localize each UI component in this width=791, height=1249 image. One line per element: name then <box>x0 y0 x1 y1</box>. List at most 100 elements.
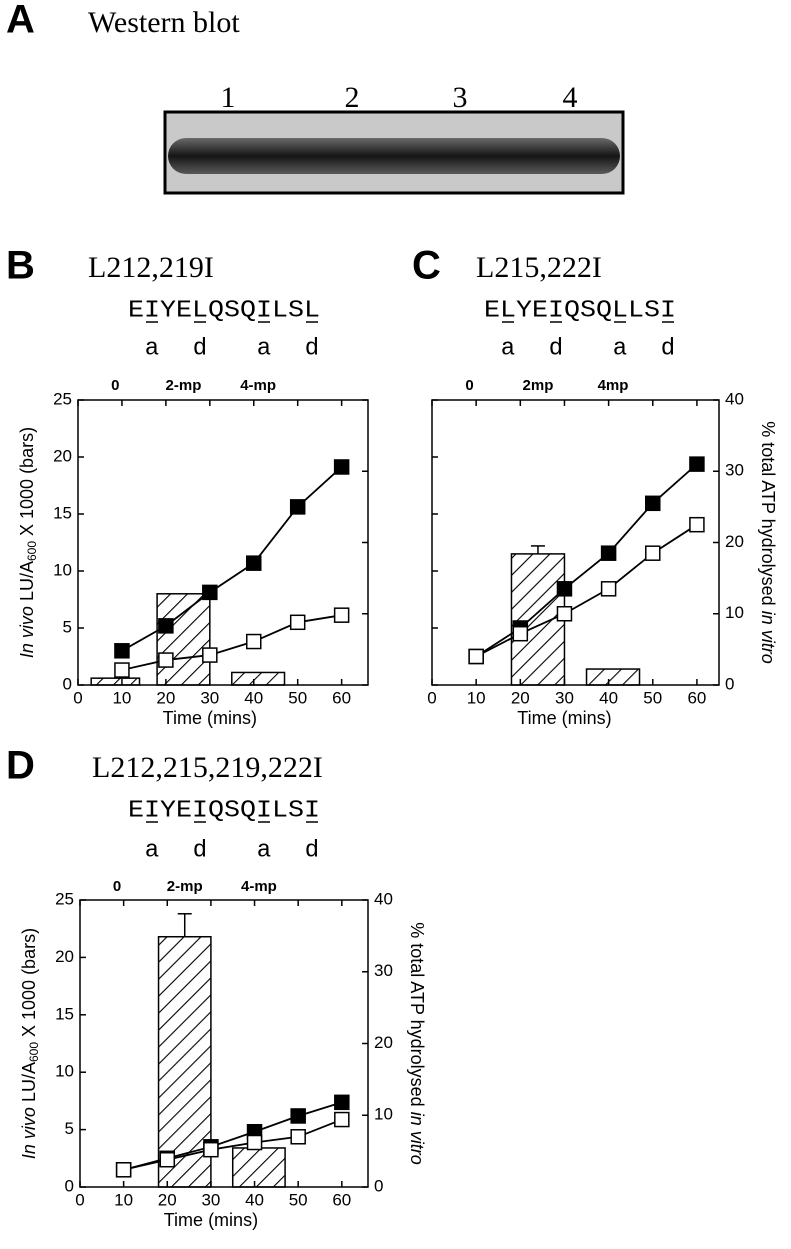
y-axis-label-italic: In vivo <box>17 606 37 658</box>
plot-frame <box>431 399 720 686</box>
phase-label: 2-mp <box>167 878 203 895</box>
y-tick-label: 25 <box>53 389 72 408</box>
panel-title: L215,222I <box>476 251 602 284</box>
phase-label: 0 <box>111 377 119 394</box>
series-marker <box>468 648 484 665</box>
sequence-part: I <box>660 297 676 324</box>
x-tick-label: 10 <box>467 688 486 707</box>
heptad-position: d <box>193 335 207 362</box>
y-axis-label-text: LU/A <box>19 1062 39 1102</box>
x-tick-label: 30 <box>555 688 574 707</box>
series-marker <box>645 495 661 512</box>
y2-tick-label: 40 <box>374 889 393 908</box>
series-marker <box>114 643 130 659</box>
heptad-position: d <box>661 335 675 362</box>
sequence-part: L <box>192 297 208 324</box>
y2-tick-label: 0 <box>725 674 734 693</box>
sequence-part: I <box>304 797 320 824</box>
y-axis-label-sub: 600 <box>27 1042 41 1062</box>
y-tick-label: 15 <box>53 503 72 522</box>
series-marker <box>290 1129 306 1145</box>
y2-axis-label-italic: in vitro <box>758 611 778 664</box>
y-tick-label: 0 <box>63 674 72 693</box>
heptad-position: a <box>145 837 159 864</box>
x-tick-label: 0 <box>427 688 436 707</box>
heptad-position: d <box>193 837 207 864</box>
heptad-position: a <box>257 335 271 362</box>
x-tick-label: 50 <box>643 688 662 707</box>
sequence-part: I <box>256 797 272 824</box>
phase-label: 0 <box>465 377 473 394</box>
x-tick-label: 60 <box>332 688 351 707</box>
series-marker <box>290 1108 306 1124</box>
x-tick-label: 10 <box>112 688 131 707</box>
x-tick-label: 50 <box>289 1190 308 1209</box>
series-marker <box>334 1111 350 1128</box>
x-tick-label: 40 <box>244 688 263 707</box>
phase-label: 4mp <box>598 377 629 394</box>
x-tick-label: 60 <box>332 1190 351 1209</box>
x-axis-label: Time (mins) <box>517 708 611 728</box>
y-axis-label: In vivo LU/A600 X 1000 (bars) <box>19 928 41 1159</box>
sequence-part: E <box>128 297 144 324</box>
panel-letter: D <box>6 744 35 788</box>
series-marker <box>246 633 262 650</box>
x-tick-label: 30 <box>201 1190 220 1209</box>
bar <box>231 671 286 686</box>
x-tick-label: 0 <box>73 688 82 707</box>
heptad-position: a <box>613 335 627 362</box>
y-tick-label: 10 <box>55 1062 74 1081</box>
series-marker <box>689 456 705 472</box>
y-axis-label-italic: In vivo <box>19 1107 39 1159</box>
phase-label: 2mp <box>523 377 554 394</box>
series-marker <box>600 581 617 597</box>
sequence-part: QSQ <box>208 297 256 324</box>
panel-letter: C <box>412 244 441 288</box>
series-marker <box>556 581 573 597</box>
heptad-position: d <box>549 335 563 362</box>
x-axis-label: Time (mins) <box>164 1210 258 1230</box>
y2-tick-label: 30 <box>374 961 393 980</box>
sequence-part: YE <box>160 297 192 324</box>
y-tick-label: 20 <box>55 947 74 966</box>
sequence-part: LS <box>628 297 660 324</box>
x-axis-label: Time (mins) <box>163 708 257 728</box>
y2-axis-label: % total ATP hydrolysed in vitro <box>407 922 427 1164</box>
y2-tick-label: 20 <box>374 1033 393 1052</box>
y-tick-label: 10 <box>53 560 72 579</box>
y-tick-label: 15 <box>55 1004 74 1023</box>
series-marker <box>203 1141 219 1158</box>
y-axis-label-end: X 1000 (bars) <box>17 427 37 536</box>
plot-frame <box>77 399 369 686</box>
sequence-part: L <box>304 297 320 324</box>
x-tick-label: 10 <box>114 1190 133 1209</box>
x-tick-label: 40 <box>599 688 618 707</box>
lane-label: 2 <box>345 81 360 114</box>
lane-label: 1 <box>221 81 236 114</box>
series-marker <box>289 614 306 631</box>
heptad-position: a <box>501 335 515 362</box>
sequence-part: L <box>612 297 628 324</box>
series-marker <box>114 662 130 678</box>
series-marker <box>115 1162 132 1178</box>
panel-title: L212,215,219,222I <box>92 751 323 784</box>
heptad-position: d <box>305 335 319 362</box>
series-marker <box>689 516 705 533</box>
series-line <box>475 523 698 658</box>
sequence-part: E <box>484 297 500 324</box>
bar <box>510 553 566 686</box>
sequence-part: YE <box>160 797 192 824</box>
bar <box>157 935 212 1188</box>
series-marker <box>202 647 218 663</box>
heptad-position: d <box>305 837 319 864</box>
sequence-part: I <box>256 297 272 324</box>
x-tick-label: 20 <box>511 688 530 707</box>
phase-label: 0 <box>113 878 121 895</box>
sequence-part: L <box>500 297 516 324</box>
series-marker <box>158 652 174 668</box>
sequence-part: LS <box>272 797 304 824</box>
x-tick-label: 60 <box>687 688 706 707</box>
panel-title: Western blot <box>88 6 240 39</box>
series-marker <box>246 1134 263 1151</box>
series-marker <box>333 607 350 623</box>
